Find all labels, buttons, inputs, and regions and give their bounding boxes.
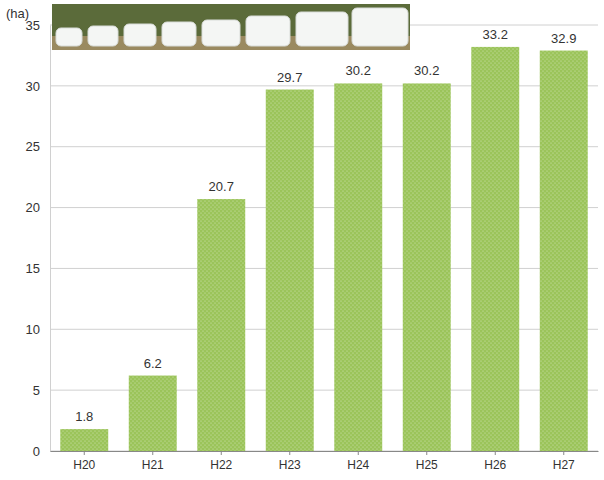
x-tick: H21 <box>142 451 164 472</box>
x-tick-label: H23 <box>279 458 301 472</box>
y-tick: 20 <box>26 200 50 215</box>
data-label: 29.7 <box>277 70 302 85</box>
x-tick: H27 <box>553 451 575 472</box>
x-tick-label: H26 <box>484 458 506 472</box>
y-axis-title: (ha) <box>6 6 29 21</box>
x-tick-label: H27 <box>553 458 575 472</box>
photo-bale <box>246 16 290 46</box>
y-tick-label: 10 <box>26 322 40 337</box>
x-tick-label: H20 <box>73 458 95 472</box>
x-tick-label: H21 <box>142 458 164 472</box>
photo-bale <box>352 8 408 46</box>
photo-bale <box>124 24 156 46</box>
x-tick-mark <box>289 451 290 455</box>
x-tick: H20 <box>73 451 95 472</box>
y-axis: 0 5 10 15 20 25 30 35 <box>26 18 51 459</box>
x-tick-mark <box>563 451 564 455</box>
data-label: 32.9 <box>551 31 576 46</box>
x-axis-line <box>51 451 599 452</box>
data-label: 30.2 <box>414 63 439 78</box>
x-tick-label: H22 <box>210 458 232 472</box>
chart: 0 5 10 15 20 25 30 35 H20 H21 H22 H23 H24 H25 H26 H27 1.… <box>0 0 604 480</box>
x-tick: H24 <box>347 451 369 472</box>
y-tick: 0 <box>33 444 50 459</box>
x-tick-mark <box>426 451 427 455</box>
y-tick-label: 25 <box>26 139 40 154</box>
y-tick: 15 <box>26 261 50 276</box>
x-tick: H26 <box>484 451 506 472</box>
y-tick: 35 <box>26 18 50 33</box>
data-label: 30.2 <box>346 63 371 78</box>
bar <box>266 90 314 451</box>
photo-illustration <box>52 4 410 50</box>
y-tick-label: 15 <box>26 261 40 276</box>
x-tick-label: H25 <box>416 458 438 472</box>
y-axis-line <box>50 26 51 452</box>
data-label: 33.2 <box>483 27 508 42</box>
x-tick-label: H24 <box>347 458 369 472</box>
x-tick: H23 <box>279 451 301 472</box>
y-tick-label: 30 <box>26 79 40 94</box>
bar <box>471 47 519 451</box>
y-tick: 5 <box>33 383 50 398</box>
grid <box>50 25 598 451</box>
x-tick-mark <box>221 451 222 455</box>
bar <box>197 199 245 451</box>
photo-bale <box>202 20 240 46</box>
data-labels: 1.8 6.2 20.7 29.7 30.2 30.2 33.2 32.9 <box>75 27 576 424</box>
y-tick: 25 <box>26 139 50 154</box>
bar <box>403 83 451 451</box>
data-label: 1.8 <box>75 409 93 424</box>
x-tick-mark <box>152 451 153 455</box>
x-tick-mark <box>358 451 359 455</box>
photo-background <box>52 4 410 50</box>
x-tick-mark <box>84 451 85 455</box>
y-tick-label: 0 <box>33 444 40 459</box>
bar <box>540 51 588 451</box>
photo-bale <box>162 22 196 46</box>
bar <box>129 376 177 451</box>
photo-bale <box>56 28 82 46</box>
x-axis: H20 H21 H22 H23 H24 H25 H26 H27 <box>51 451 599 472</box>
x-tick: H22 <box>210 451 232 472</box>
bar <box>60 429 108 451</box>
y-tick: 30 <box>26 79 50 94</box>
y-tick-label: 20 <box>26 200 40 215</box>
y-tick: 10 <box>26 322 50 337</box>
photo-bale <box>88 26 118 46</box>
x-tick-mark <box>495 451 496 455</box>
data-label: 20.7 <box>209 179 234 194</box>
data-label: 6.2 <box>144 356 162 371</box>
bar <box>334 83 382 451</box>
x-tick: H25 <box>416 451 438 472</box>
photo-bale <box>296 12 348 46</box>
bars <box>60 47 587 451</box>
y-tick-label: 5 <box>33 383 40 398</box>
